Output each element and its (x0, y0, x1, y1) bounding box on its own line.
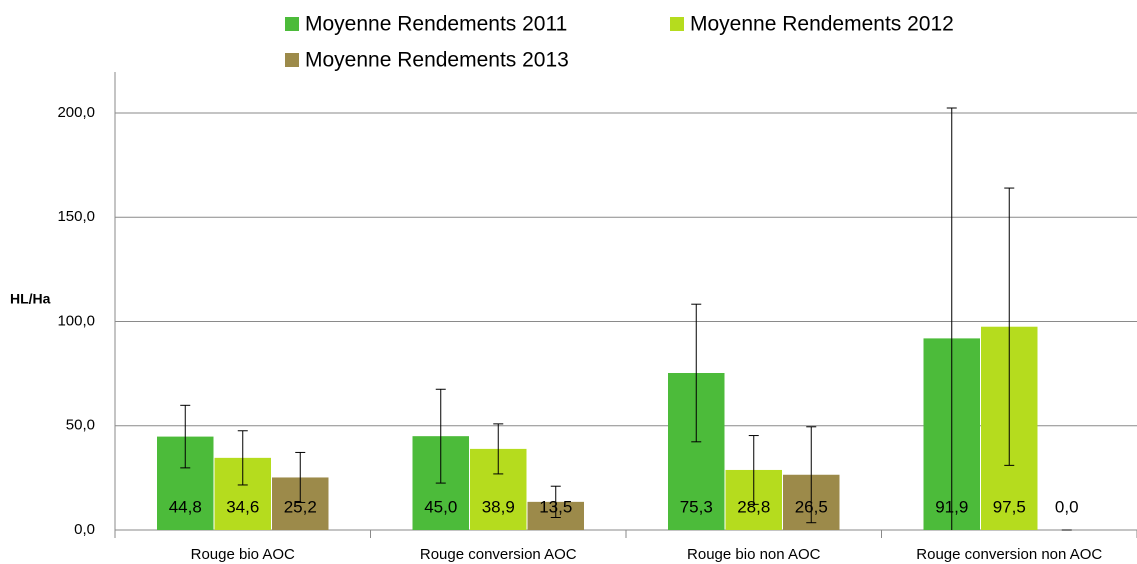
x-tick-label: Rouge bio AOC (191, 546, 295, 563)
legend-label: Moyenne Rendements 2012 (690, 13, 954, 36)
value-label: 75,3 (680, 497, 713, 516)
legend-label: Moyenne Rendements 2011 (305, 13, 567, 36)
y-tick-label: 150,0 (57, 208, 95, 225)
y-tick-label: 100,0 (57, 312, 95, 329)
value-label: 91,9 (935, 497, 968, 516)
value-label: 44,8 (169, 497, 202, 516)
y-tick-label: 50,0 (66, 417, 95, 434)
legend-label: Moyenne Rendements 2013 (305, 49, 569, 72)
value-label: 13,5 (539, 497, 572, 516)
value-label: 26,5 (795, 497, 828, 516)
legend-swatch (670, 17, 684, 31)
value-label: 34,6 (226, 497, 259, 516)
value-label: 38,9 (482, 497, 515, 516)
y-axis-label: HL/Ha (10, 291, 51, 307)
x-tick-label: Rouge conversion AOC (420, 546, 577, 563)
value-label: 0,0 (1055, 497, 1079, 516)
value-label: 97,5 (993, 497, 1026, 516)
value-label: 45,0 (424, 497, 457, 516)
x-tick-label: Rouge bio non AOC (687, 546, 821, 563)
value-label: 28,8 (737, 497, 770, 516)
legend-swatch (285, 17, 299, 31)
x-tick-label: Rouge conversion non AOC (916, 546, 1102, 563)
legend-swatch (285, 53, 299, 67)
value-label: 25,2 (284, 497, 317, 516)
y-tick-label: 0,0 (74, 521, 95, 538)
y-tick-label: 200,0 (57, 104, 95, 121)
